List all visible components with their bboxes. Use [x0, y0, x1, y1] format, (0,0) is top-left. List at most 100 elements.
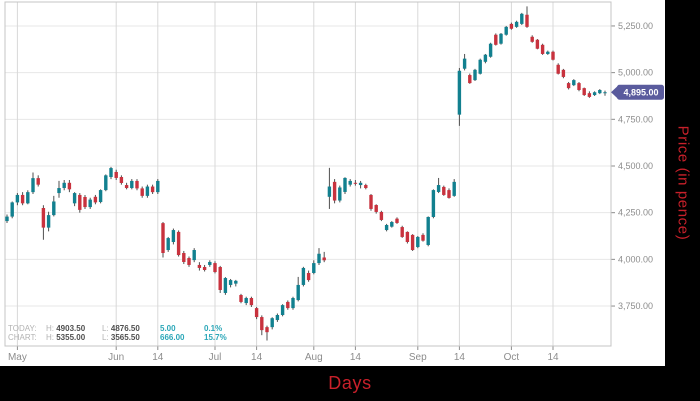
candle-body-up — [416, 236, 420, 248]
today-low: L: 4876.50 — [102, 324, 140, 333]
candle-body-up — [228, 280, 233, 285]
candle-body-up — [572, 80, 576, 86]
today-change: 5.00 — [160, 324, 176, 333]
candle-body-down — [218, 267, 222, 290]
candle-body-up — [384, 225, 389, 231]
candlestick-chart[interactable]: 5,250.00 5,000.00 4,750.00 4,500.00 4,250.00… — [0, 0, 665, 366]
candle-body-up — [592, 92, 597, 96]
candle-body-down — [535, 39, 540, 49]
candle-body-down — [556, 64, 560, 74]
x-tick-label: 14 — [152, 352, 164, 363]
x-tick-label: Sep — [409, 352, 427, 363]
candle-body-up — [244, 298, 248, 304]
candle-body-down — [566, 83, 571, 89]
candle-body-up — [301, 267, 306, 285]
candle-body-up — [473, 69, 477, 81]
candle-body-up — [312, 263, 316, 273]
candle-body-up — [109, 168, 113, 178]
x-tick-label: May — [8, 352, 27, 363]
y-tick-label: 4,250.00 — [618, 208, 653, 218]
candle-body-up — [192, 250, 196, 261]
candle-body-down — [140, 188, 144, 196]
candle-body-up — [171, 230, 176, 242]
candle-body-up — [46, 215, 51, 228]
candle-body-down — [36, 178, 40, 185]
candle-body-down — [587, 93, 592, 97]
x-axis-title: Days — [328, 373, 372, 393]
candle-body-down — [551, 51, 555, 60]
candle-body-down — [530, 36, 534, 42]
candle-body-up — [327, 186, 332, 197]
candle-body-up — [275, 315, 280, 321]
chart-row-label: CHART: — [8, 333, 37, 342]
candle-body-up — [514, 21, 519, 27]
candle-body-down — [447, 190, 451, 198]
candle-body-down — [400, 227, 404, 237]
candle-body-up — [223, 278, 228, 293]
candle-body-up — [358, 182, 363, 186]
candle-body-down — [322, 257, 326, 261]
candle-body-up — [291, 298, 295, 309]
candle-body-up — [62, 182, 66, 189]
candle-body-down — [286, 301, 290, 309]
candle-body-down — [374, 205, 378, 212]
y-tick-label: 3,750.00 — [618, 301, 653, 311]
y-tick-label: 4,500.00 — [618, 161, 653, 171]
candle-body-down — [83, 196, 87, 208]
candle-body-up — [431, 190, 436, 217]
chart-low: L: 3565.50 — [102, 333, 140, 342]
x-tick-label: Jul — [209, 352, 222, 363]
candle-body-up — [130, 180, 134, 189]
candle-body-up — [156, 180, 160, 193]
candle-body-down — [197, 264, 202, 268]
candle-body-down — [395, 218, 399, 223]
y-tick-label: 5,250.00 — [618, 21, 653, 31]
candle-body-up — [52, 201, 56, 216]
y-axis-title: Price (in pence) — [674, 125, 691, 241]
candle-body-down — [379, 211, 384, 220]
x-tick-label: Oct — [504, 352, 520, 363]
candle-body-up — [504, 26, 508, 35]
candle-body-down — [582, 88, 586, 96]
candle-body-down — [561, 69, 566, 77]
y-tick-label: 4,750.00 — [618, 114, 653, 124]
candle-body-up — [145, 186, 150, 196]
last-price-badge-value: 4,895.00 — [623, 88, 658, 98]
candle-body-up — [88, 199, 92, 208]
candle-body-down — [369, 194, 373, 209]
last-price-badge[interactable] — [617, 84, 664, 100]
candle-body-up — [457, 70, 462, 115]
y-tick-label: 4,000.00 — [618, 254, 653, 264]
candle-body-down — [410, 234, 415, 251]
candle-body-down — [468, 75, 472, 84]
stats-overlay: TODAY: H: 4903.50 L: 4876.50 5.00 0.1% C… — [8, 324, 244, 342]
candle-body-up — [104, 175, 108, 191]
candle-body-down — [161, 223, 165, 254]
today-change-pct: 0.1% — [204, 324, 223, 333]
candle-body-up — [72, 193, 77, 204]
chart-change-pct: 15.7% — [204, 333, 227, 342]
candle-body-up — [5, 216, 9, 222]
candle-body-up — [31, 178, 35, 193]
candle-body-up — [317, 253, 321, 264]
candle-body-up — [462, 58, 467, 69]
chart-change: 666.00 — [160, 333, 185, 342]
candle-body-down — [176, 231, 181, 256]
candle-body-down — [332, 181, 337, 201]
candle-body-down — [540, 44, 545, 54]
candle-body-up — [348, 180, 352, 185]
chart-high: H: 5355.00 — [46, 333, 86, 342]
candle-body-up — [390, 222, 394, 227]
candle-body-up — [488, 43, 493, 57]
candle-body-up — [598, 90, 602, 94]
candle-body-down — [306, 272, 311, 281]
x-axis-title-strip: Days — [0, 366, 700, 401]
candle-body-up — [57, 188, 61, 194]
candle-body-up — [452, 181, 456, 196]
candle-body-down — [124, 185, 129, 189]
candle-body-down — [150, 186, 155, 193]
today-high: H: 4903.50 — [46, 324, 86, 333]
candle-body-down — [20, 194, 25, 204]
candle-body-up — [234, 280, 238, 284]
